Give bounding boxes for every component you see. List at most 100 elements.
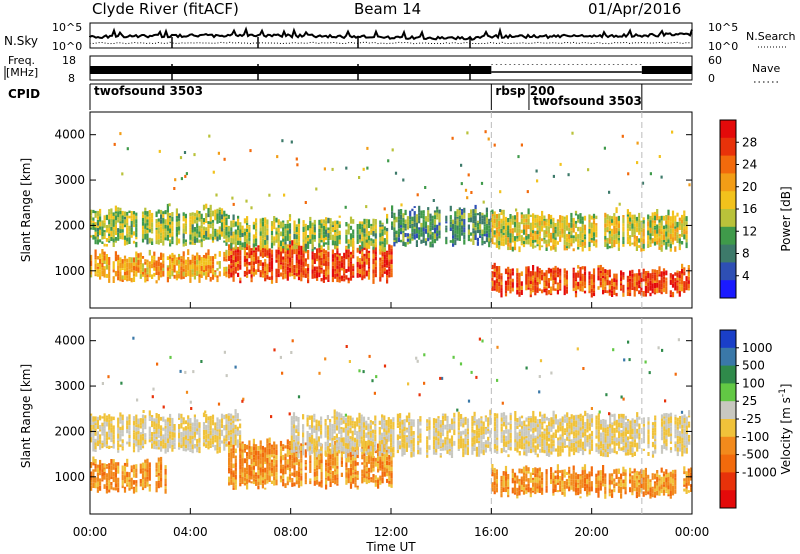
heatmap-cell bbox=[135, 472, 138, 478]
heatmap-cell bbox=[228, 264, 231, 269]
heatmap-cell bbox=[318, 269, 321, 273]
heatmap-cell bbox=[246, 252, 249, 256]
heatmap-cell bbox=[250, 459, 253, 464]
heatmap-cell bbox=[94, 253, 97, 258]
heatmap-cell bbox=[189, 227, 192, 230]
heatmap-cell bbox=[94, 477, 97, 481]
heatmap-cell bbox=[252, 465, 255, 470]
heatmap-cell bbox=[402, 238, 405, 242]
heatmap-cell bbox=[273, 463, 276, 466]
heatmap-cell bbox=[207, 424, 210, 429]
heatmap-cell bbox=[615, 292, 618, 297]
heatmap-cell bbox=[193, 260, 196, 265]
heatmap-cell bbox=[360, 439, 363, 444]
heatmap-cell bbox=[112, 215, 115, 220]
heatmap-cell bbox=[126, 482, 129, 485]
heatmap-cell bbox=[386, 269, 389, 276]
heatmap-cell bbox=[662, 276, 666, 280]
heatmap-cell bbox=[463, 207, 466, 213]
heatmap-cell bbox=[284, 265, 287, 269]
heatmap-cell bbox=[498, 228, 501, 232]
heatmap-cell bbox=[474, 213, 477, 216]
heatmap-cell bbox=[683, 210, 686, 214]
heatmap-cell bbox=[518, 246, 521, 253]
heatmap-cell bbox=[597, 270, 600, 276]
heatmap-cell bbox=[660, 287, 663, 289]
heatmap-cell bbox=[622, 243, 625, 247]
heatmap-cell bbox=[259, 449, 262, 454]
heatmap-cell bbox=[340, 413, 343, 418]
heatmap-cell bbox=[404, 209, 407, 216]
heatmap-cell bbox=[363, 271, 366, 275]
heatmap-cell bbox=[386, 277, 389, 280]
heatmap-cell bbox=[209, 221, 212, 225]
heatmap-cell bbox=[178, 257, 181, 260]
heatmap-cell bbox=[383, 471, 386, 477]
heatmap-cell bbox=[257, 259, 260, 264]
heatmap-cell bbox=[545, 239, 548, 244]
heatmap-cell bbox=[583, 285, 587, 289]
heatmap-cell bbox=[472, 219, 475, 224]
heatmap-cell bbox=[110, 463, 113, 466]
heatmap-cell bbox=[139, 269, 142, 274]
heatmap-cell bbox=[626, 291, 629, 296]
heatmap-cell bbox=[146, 222, 149, 226]
heatmap-cell bbox=[638, 245, 641, 248]
heatmap-cell bbox=[90, 271, 93, 275]
heatmap-cell bbox=[230, 424, 233, 431]
heatmap-cell bbox=[166, 267, 169, 271]
heatmap-cell bbox=[144, 275, 147, 278]
heatmap-cell bbox=[615, 216, 618, 220]
heatmap-cell bbox=[101, 257, 104, 263]
heatmap-cell bbox=[592, 274, 596, 277]
heatmap-cell bbox=[388, 271, 391, 275]
heatmap-cell bbox=[534, 282, 537, 286]
heatmap-cell bbox=[182, 427, 185, 431]
heatmap-cell bbox=[522, 224, 526, 230]
heatmap-cell bbox=[390, 251, 393, 255]
heatmap-cell bbox=[509, 237, 512, 243]
heatmap-cell bbox=[169, 228, 172, 234]
heatmap-cell bbox=[574, 290, 578, 294]
heatmap-cell bbox=[358, 439, 361, 444]
heatmap-cell bbox=[248, 454, 251, 460]
heatmap-cell bbox=[293, 268, 296, 273]
heatmap-cell bbox=[211, 210, 215, 217]
heatmap-cell bbox=[232, 428, 235, 434]
heatmap-cell bbox=[397, 216, 400, 220]
heatmap-cell bbox=[479, 235, 482, 238]
heatmap-cell bbox=[635, 281, 638, 286]
heatmap-cell bbox=[252, 474, 255, 479]
heatmap-cell bbox=[640, 286, 643, 291]
heatmap-cell bbox=[237, 255, 240, 262]
heatmap-cell bbox=[295, 239, 298, 244]
heatmap-cell bbox=[232, 267, 235, 271]
heatmap-cell bbox=[270, 454, 274, 458]
heatmap-cell bbox=[132, 276, 136, 282]
heatmap-cell bbox=[405, 429, 408, 433]
heatmap-cell bbox=[438, 225, 441, 231]
heatmap-cell bbox=[94, 420, 97, 424]
date-title: 01/Apr/2016 bbox=[588, 0, 682, 18]
heatmap-cell bbox=[525, 266, 528, 271]
heatmap-cell bbox=[559, 279, 562, 284]
heatmap-cell bbox=[370, 469, 373, 473]
heatmap-cell bbox=[347, 454, 350, 457]
heatmap-cell bbox=[252, 459, 255, 462]
heatmap-cell bbox=[581, 216, 584, 221]
heatmap-cell bbox=[461, 232, 464, 236]
heatmap-cell bbox=[428, 429, 431, 435]
heatmap-cell bbox=[137, 253, 140, 258]
heatmap-cell bbox=[160, 214, 163, 220]
heatmap-cell bbox=[155, 234, 158, 241]
heatmap-cell bbox=[250, 265, 253, 272]
heatmap-cell bbox=[476, 226, 479, 230]
heatmap-cell bbox=[383, 259, 386, 264]
heatmap-cell bbox=[234, 409, 237, 415]
heatmap-cell bbox=[456, 216, 459, 219]
heatmap-cell bbox=[329, 454, 332, 460]
heatmap-cell bbox=[390, 447, 393, 453]
heatmap-cell bbox=[117, 417, 120, 423]
heatmap-cell bbox=[273, 480, 276, 486]
heatmap-cell bbox=[403, 452, 406, 455]
